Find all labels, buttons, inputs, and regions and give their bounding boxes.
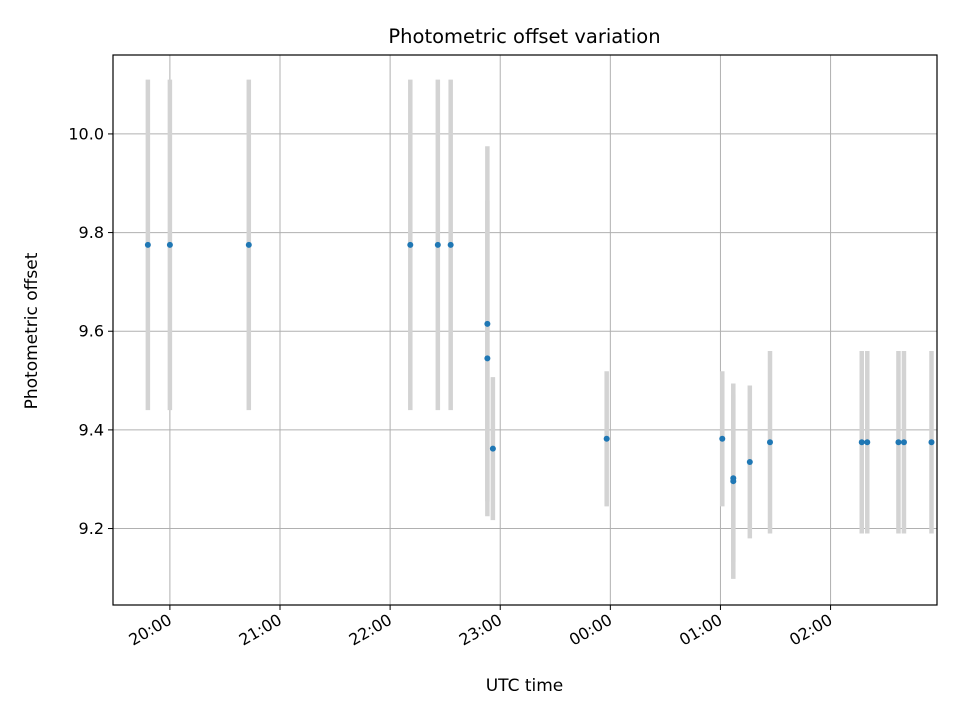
data-point	[900, 439, 907, 446]
data-point	[730, 478, 737, 485]
data-point	[434, 241, 441, 248]
y-tick-label: 9.6	[79, 322, 104, 341]
data-point	[484, 355, 491, 362]
y-axis-label: Photometric offset	[22, 252, 42, 409]
data-point	[166, 241, 173, 248]
data-points	[144, 241, 935, 485]
data-point	[766, 439, 773, 446]
y-tick-label: 9.8	[79, 223, 104, 242]
data-point	[858, 439, 865, 446]
data-point	[928, 439, 935, 446]
data-point	[895, 439, 902, 446]
plot-frame	[112, 54, 938, 606]
data-point	[864, 439, 871, 446]
data-point	[719, 435, 726, 442]
data-point	[489, 445, 496, 452]
y-tick-label: 9.2	[79, 519, 104, 538]
data-point	[245, 241, 252, 248]
data-point	[746, 458, 753, 465]
chart-title: Photometric offset variation	[388, 25, 660, 48]
y-tick-label: 10.0	[68, 124, 104, 143]
data-point	[603, 435, 610, 442]
x-axis-label: UTC time	[486, 676, 564, 696]
data-point	[447, 241, 454, 248]
y-tick-label: 9.4	[79, 420, 104, 439]
data-point	[484, 320, 491, 327]
data-point	[407, 241, 414, 248]
data-point	[144, 241, 151, 248]
y-axis-ticks: 9.2 9.4 9.6 9.8 10.0	[68, 124, 113, 538]
